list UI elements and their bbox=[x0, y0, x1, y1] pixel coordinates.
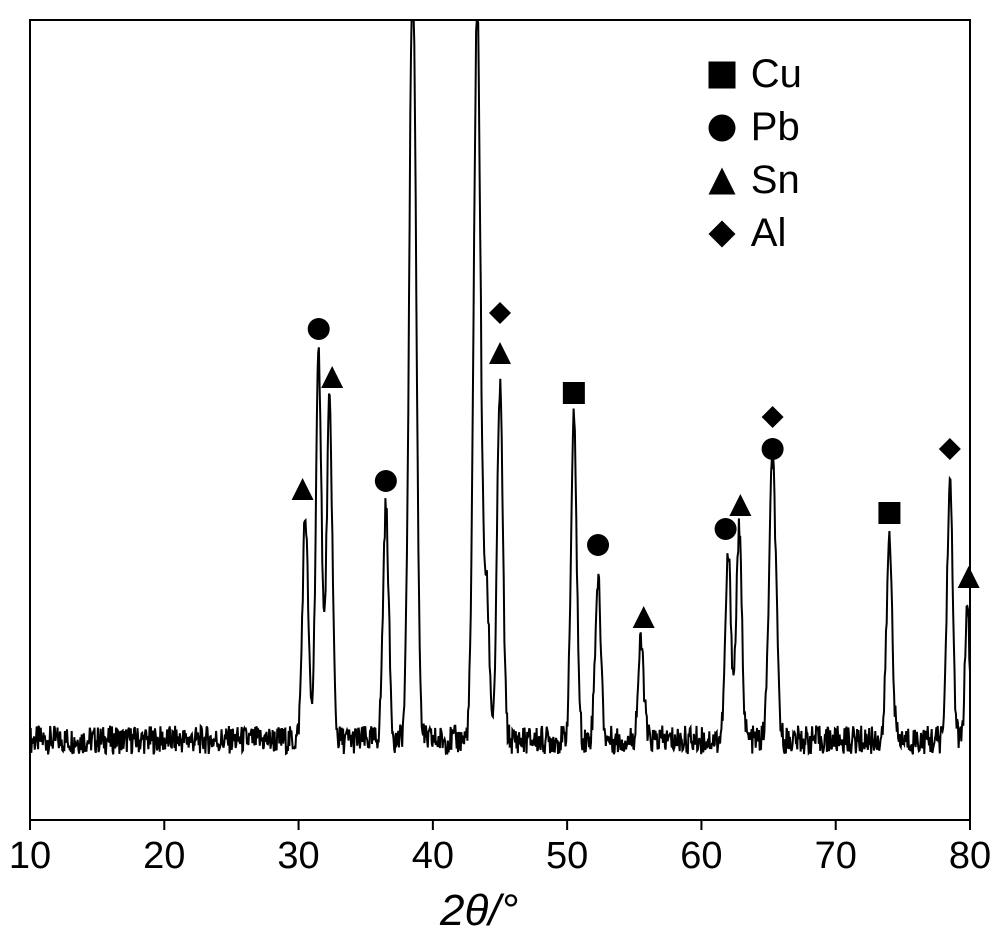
legend-item-pb: Pb bbox=[707, 105, 802, 150]
legend-label: Al bbox=[751, 211, 787, 256]
circle-marker-icon bbox=[762, 438, 784, 460]
diamond-marker-icon bbox=[762, 406, 784, 428]
circle-marker-icon bbox=[708, 114, 735, 141]
square-marker-icon bbox=[878, 502, 900, 524]
x-tick-label: 40 bbox=[412, 835, 454, 877]
xrd-spectrum-line bbox=[30, 20, 970, 754]
square-icon bbox=[707, 60, 737, 90]
x-tick-label: 70 bbox=[815, 835, 857, 877]
legend-item-cu: Cu bbox=[707, 52, 802, 97]
x-tick-label: 50 bbox=[546, 835, 588, 877]
triangle-marker-icon bbox=[708, 167, 735, 194]
diamond-icon bbox=[707, 219, 737, 249]
xrd-chart: 1020304050607080 2θ/° CuPbSnAl bbox=[0, 0, 1000, 950]
square-marker-icon bbox=[708, 61, 735, 88]
plot-area: 1020304050607080 bbox=[30, 20, 970, 820]
x-tick-label: 10 bbox=[9, 835, 51, 877]
triangle-marker-icon bbox=[489, 342, 511, 364]
legend-label: Sn bbox=[751, 158, 800, 203]
diamond-marker-icon bbox=[489, 302, 511, 324]
x-tick-label: 80 bbox=[949, 835, 991, 877]
legend-label: Pb bbox=[751, 105, 800, 150]
x-tick-label: 20 bbox=[143, 835, 185, 877]
diamond-marker-icon bbox=[939, 438, 961, 460]
legend-item-al: Al bbox=[707, 211, 802, 256]
circle-marker-icon bbox=[308, 318, 330, 340]
circle-marker-icon bbox=[587, 534, 609, 556]
triangle-marker-icon bbox=[292, 478, 314, 500]
triangle-marker-icon bbox=[729, 494, 751, 516]
triangle-marker-icon bbox=[958, 566, 980, 588]
legend-label: Cu bbox=[751, 52, 802, 97]
square-marker-icon bbox=[563, 382, 585, 404]
diamond-marker-icon bbox=[708, 220, 735, 247]
circle-marker-icon bbox=[375, 470, 397, 492]
xrd-svg: 1020304050607080 bbox=[30, 20, 970, 880]
circle-icon bbox=[707, 113, 737, 143]
triangle-marker-icon bbox=[321, 366, 343, 388]
circle-marker-icon bbox=[715, 518, 737, 540]
triangle-marker-icon bbox=[633, 606, 655, 628]
triangle-icon bbox=[707, 166, 737, 196]
x-tick-label: 60 bbox=[680, 835, 722, 877]
legend: Cu Pb Sn Al bbox=[707, 52, 802, 264]
x-tick-label: 30 bbox=[277, 835, 319, 877]
x-axis-label: 2θ/° bbox=[440, 886, 518, 936]
legend-item-sn: Sn bbox=[707, 158, 802, 203]
